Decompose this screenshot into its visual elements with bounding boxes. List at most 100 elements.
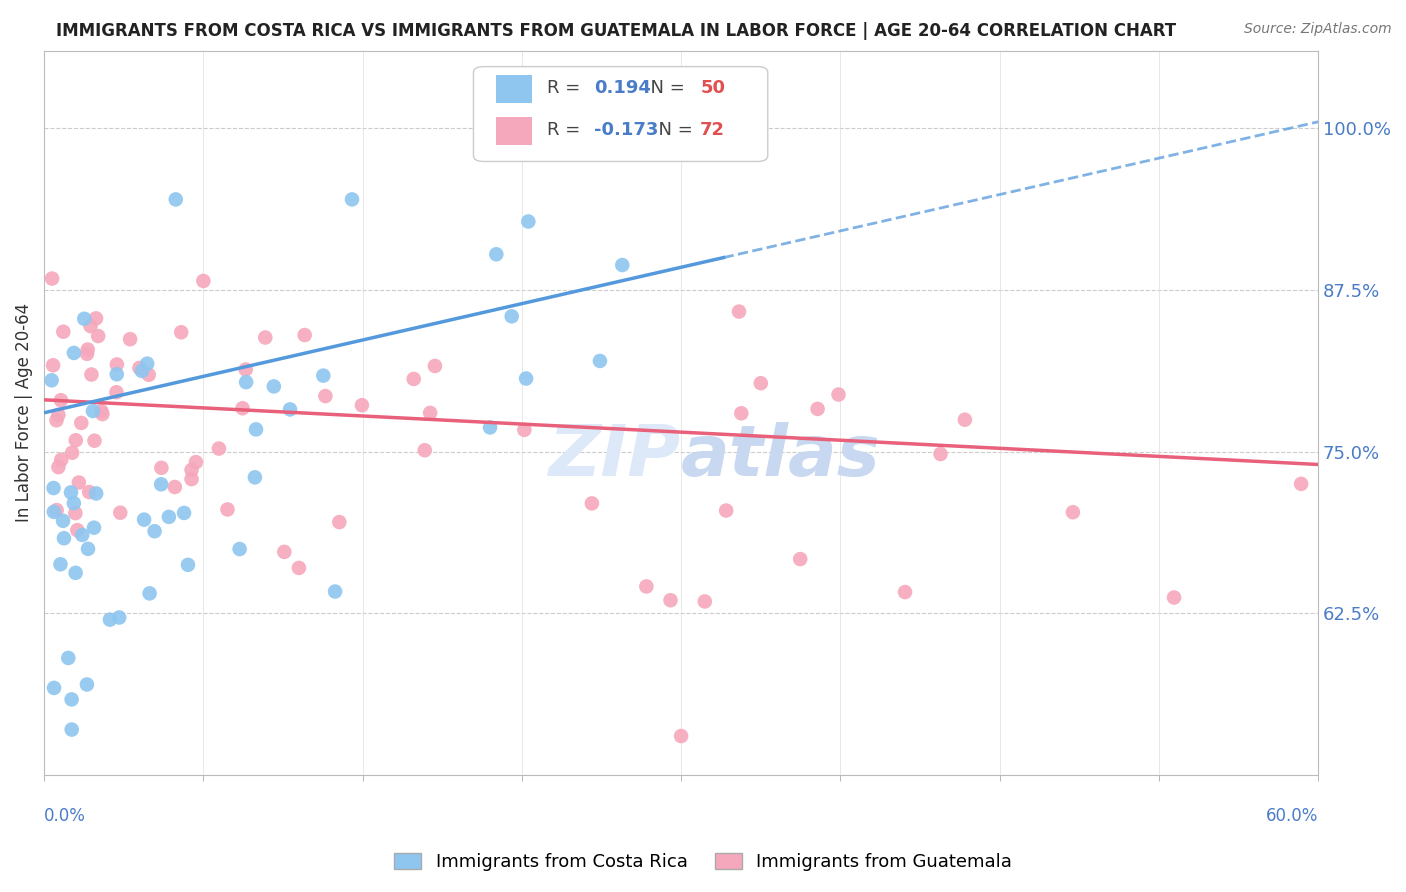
Point bbox=[41, 271, 63, 285]
Point bbox=[70, 528, 93, 542]
Point bbox=[288, 561, 311, 575]
Point bbox=[60, 723, 83, 737]
Point bbox=[91, 407, 114, 421]
Point bbox=[228, 542, 250, 557]
Point bbox=[402, 372, 425, 386]
Point bbox=[184, 455, 207, 469]
Point bbox=[58, 651, 80, 665]
Point bbox=[263, 379, 285, 393]
Point bbox=[52, 325, 75, 339]
Point bbox=[79, 319, 101, 334]
Point bbox=[232, 401, 254, 416]
Point bbox=[63, 346, 86, 360]
Text: ZIP: ZIP bbox=[548, 422, 681, 491]
Point bbox=[323, 584, 346, 599]
Point bbox=[714, 503, 737, 517]
Point bbox=[76, 347, 98, 361]
Point bbox=[52, 531, 75, 545]
Point bbox=[413, 443, 436, 458]
Point bbox=[65, 566, 87, 580]
Point bbox=[612, 258, 634, 272]
Point bbox=[749, 376, 772, 391]
Point bbox=[128, 361, 150, 376]
Point bbox=[49, 558, 72, 572]
Point bbox=[131, 364, 153, 378]
Point bbox=[105, 368, 128, 382]
Point bbox=[419, 406, 441, 420]
Point bbox=[180, 472, 202, 486]
Point bbox=[42, 481, 65, 495]
Point bbox=[42, 681, 65, 695]
Point bbox=[105, 385, 128, 400]
Point bbox=[328, 515, 350, 529]
Point bbox=[1062, 505, 1084, 519]
Point bbox=[669, 729, 692, 743]
FancyBboxPatch shape bbox=[496, 117, 531, 145]
Point bbox=[150, 477, 173, 491]
Text: 0.194: 0.194 bbox=[595, 79, 651, 97]
Point bbox=[245, 422, 267, 436]
Point bbox=[273, 545, 295, 559]
Point bbox=[953, 413, 976, 427]
Point bbox=[87, 329, 110, 343]
Point bbox=[1289, 476, 1312, 491]
Point bbox=[515, 371, 537, 385]
Text: IMMIGRANTS FROM COSTA RICA VS IMMIGRANTS FROM GUATEMALA IN LABOR FORCE | AGE 20-: IMMIGRANTS FROM COSTA RICA VS IMMIGRANTS… bbox=[56, 22, 1177, 40]
Point bbox=[314, 389, 336, 403]
Point bbox=[63, 496, 86, 510]
Point bbox=[80, 368, 103, 382]
Point bbox=[45, 503, 67, 517]
Point bbox=[49, 393, 72, 408]
Y-axis label: In Labor Force | Age 20-64: In Labor Force | Age 20-64 bbox=[15, 303, 32, 523]
Text: N =: N = bbox=[647, 121, 699, 139]
Point bbox=[90, 404, 112, 418]
Point bbox=[60, 692, 83, 706]
Point bbox=[807, 401, 830, 416]
Point bbox=[423, 359, 446, 373]
Point bbox=[52, 514, 75, 528]
Point bbox=[65, 506, 87, 520]
Text: R =: R = bbox=[547, 121, 586, 139]
Point bbox=[77, 485, 100, 500]
Point bbox=[138, 368, 160, 382]
Point bbox=[60, 446, 83, 460]
Point bbox=[254, 330, 277, 344]
Point bbox=[340, 193, 363, 207]
Point bbox=[84, 311, 107, 326]
Point bbox=[312, 368, 335, 383]
Point bbox=[1163, 591, 1185, 605]
Text: Source: ZipAtlas.com: Source: ZipAtlas.com bbox=[1244, 22, 1392, 37]
Point bbox=[136, 357, 159, 371]
Point bbox=[48, 460, 70, 475]
Point bbox=[730, 406, 752, 420]
Point bbox=[827, 387, 849, 401]
Point bbox=[143, 524, 166, 539]
Point bbox=[98, 613, 121, 627]
Point bbox=[83, 434, 105, 448]
Point bbox=[150, 460, 173, 475]
Point bbox=[42, 359, 65, 373]
Point bbox=[120, 332, 142, 346]
Point bbox=[894, 585, 917, 599]
Point bbox=[513, 423, 536, 437]
Point bbox=[108, 610, 131, 624]
Point bbox=[177, 558, 200, 572]
Point bbox=[170, 325, 193, 339]
Point bbox=[84, 486, 107, 500]
Point bbox=[70, 416, 93, 430]
Point bbox=[42, 505, 65, 519]
Point bbox=[278, 402, 301, 417]
Point bbox=[163, 480, 186, 494]
Point bbox=[929, 447, 952, 461]
FancyBboxPatch shape bbox=[474, 67, 768, 161]
Point bbox=[83, 521, 105, 535]
Text: 60.0%: 60.0% bbox=[1265, 807, 1319, 825]
Legend: Immigrants from Costa Rica, Immigrants from Guatemala: Immigrants from Costa Rica, Immigrants f… bbox=[387, 846, 1019, 879]
Point bbox=[217, 502, 239, 516]
Point bbox=[59, 485, 82, 500]
Point bbox=[45, 413, 67, 427]
Point bbox=[235, 375, 257, 389]
Point bbox=[350, 398, 373, 412]
Point bbox=[208, 442, 231, 456]
Point bbox=[693, 594, 716, 608]
